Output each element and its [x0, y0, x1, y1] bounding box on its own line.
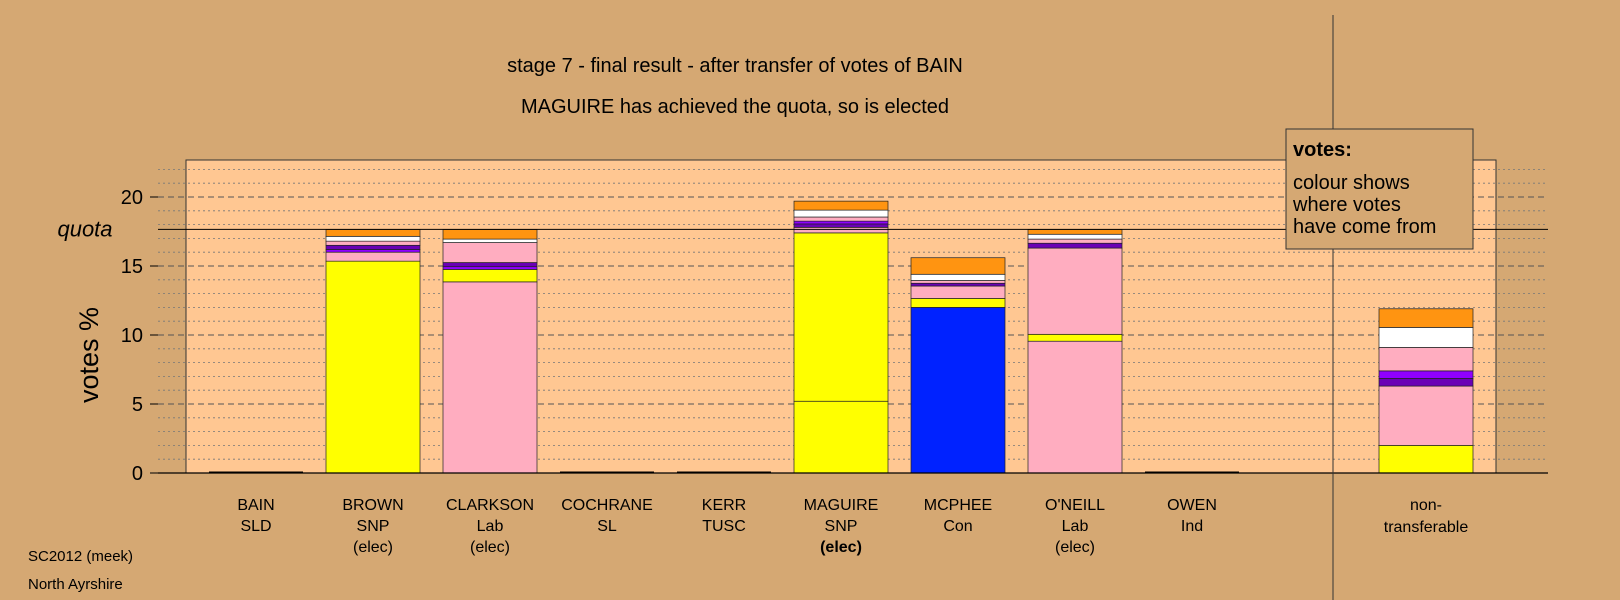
bar-segment-tusc	[442, 262, 538, 268]
x-label-mcphee-party: Con	[943, 518, 972, 535]
x-label-bain-party: SLD	[240, 518, 271, 535]
bar-segment-snp	[910, 298, 1006, 308]
bar-segment-snp	[1027, 333, 1123, 342]
bar-segment-sld	[325, 235, 421, 242]
bar-segment-snp	[1378, 445, 1474, 474]
footer-method: SC2012 (meek)	[28, 548, 133, 565]
legend-line-2: where votes	[1292, 194, 1401, 216]
bar-segment-con	[910, 307, 1006, 474]
bar-segment-snp	[325, 260, 421, 474]
bar-segment-ind	[1027, 229, 1123, 235]
bar-segment-tusc	[793, 223, 889, 228]
bar-segment-sld	[1027, 233, 1123, 240]
nontransferable-label: non- transferable	[1384, 497, 1469, 536]
legend-box: votes: colour shows where votes have com…	[1285, 128, 1474, 250]
bar-segment-lab	[793, 216, 889, 222]
x-label-o-neill-name: O'NEILL	[1045, 497, 1105, 514]
bar-segment-sld	[1378, 327, 1474, 348]
x-label-clarkson-status: (elec)	[470, 539, 510, 556]
bar-segment-ind	[793, 200, 889, 211]
bar-segment-sl	[442, 266, 538, 270]
y-tick-label: 20	[121, 187, 143, 209]
bar-segment-lab	[442, 281, 538, 474]
y-tick-label: 15	[121, 256, 143, 278]
bar-segment-tusc	[325, 244, 421, 250]
legend-line-3: have come from	[1293, 216, 1436, 238]
x-label-brown-status: (elec)	[353, 539, 393, 556]
bar-segment-lab	[442, 242, 538, 263]
legend-background	[1285, 128, 1474, 250]
x-label-owen-name: OWEN	[1167, 497, 1217, 514]
x-label-o-neill-status: (elec)	[1055, 539, 1095, 556]
quota-label: quota	[57, 216, 112, 241]
x-label-mcphee-name: MCPHEE	[924, 497, 992, 514]
x-label-clarkson-party: Lab	[477, 518, 504, 535]
chart-subtitle: MAGUIRE has achieved the quota, so is el…	[521, 96, 949, 118]
x-label-kerr-name: KERR	[702, 497, 746, 514]
y-tick-label: 0	[132, 463, 143, 485]
x-label-maguire-name: MAGUIRE	[804, 497, 879, 514]
bar-maguire	[793, 200, 889, 474]
x-label-cochrane-party: SL	[597, 518, 617, 535]
bar-segment-lab	[325, 251, 421, 262]
bar-segment-sld	[910, 273, 1006, 281]
bar-segment-tusc	[910, 282, 1006, 287]
x-label-maguire-status: (elec)	[820, 539, 862, 556]
bar-brown	[325, 229, 421, 474]
x-label-bain-name: BAIN	[237, 497, 274, 514]
legend-title: votes:	[1293, 139, 1352, 161]
bar-segment-sld	[793, 209, 889, 218]
bar-mcphee	[910, 257, 1006, 474]
bar-segment-lab	[1027, 238, 1123, 244]
bar-segment-lab	[910, 285, 1006, 299]
x-category-labels: BAIN SLD BROWN SNP (elec) CLARKSON Lab (elec) CO…	[237, 497, 1217, 556]
bar-segment-ind	[910, 257, 1006, 275]
bar-segment-snp	[793, 400, 889, 474]
x-label-cochrane-name: COCHRANE	[561, 497, 653, 514]
y-tick-label: 10	[121, 325, 143, 347]
bar-segment-tusc	[1378, 378, 1474, 387]
footer-ward: North Ayrshire	[28, 576, 123, 593]
nontransferable-label-line2: transferable	[1384, 519, 1469, 536]
x-label-kerr-party: TUSC	[702, 518, 746, 535]
nontransferable-label-line1: non-	[1410, 497, 1442, 514]
bar-segment-sl	[325, 249, 421, 253]
x-label-brown-party: SNP	[357, 518, 390, 535]
bar-segment-lab	[1378, 385, 1474, 446]
bar-o-neill	[1027, 229, 1123, 474]
x-label-brown-name: BROWN	[342, 497, 403, 514]
bar-segment-snp	[442, 269, 538, 283]
bar-clarkson	[442, 229, 538, 474]
bar-segment-sl	[793, 220, 889, 225]
bar-segment-snp	[793, 232, 889, 402]
bar-segment-ind	[1378, 308, 1474, 328]
bar-segment-tusc	[1027, 242, 1123, 249]
x-label-owen-party: Ind	[1181, 518, 1203, 535]
bar-segment-lab	[910, 280, 1006, 284]
bar-segment-lab	[1378, 347, 1474, 372]
legend-line-1: colour shows	[1293, 172, 1410, 194]
y-axis-label: votes %	[74, 307, 104, 403]
bar-segment-lab	[1027, 247, 1123, 335]
x-label-clarkson-name: CLARKSON	[446, 497, 534, 514]
bar-segment-ind	[325, 229, 421, 237]
y-axis: 0 5 10 15 20	[121, 187, 158, 485]
bar-segment-lab	[793, 227, 889, 234]
bar-segment-ind	[442, 229, 538, 240]
bar-segment-sld	[442, 238, 538, 243]
bar-segment-sl	[1378, 370, 1474, 379]
x-label-o-neill-party: Lab	[1062, 518, 1089, 535]
y-tick-label: 5	[132, 394, 143, 416]
bar-segment-lab	[1027, 340, 1123, 474]
x-label-maguire-party: SNP	[825, 518, 858, 535]
bars	[209, 200, 1474, 474]
bar-non-transferable	[1378, 308, 1474, 474]
chart-title: stage 7 - final result - after transfer …	[507, 55, 963, 77]
bar-segment-lab	[325, 240, 421, 246]
